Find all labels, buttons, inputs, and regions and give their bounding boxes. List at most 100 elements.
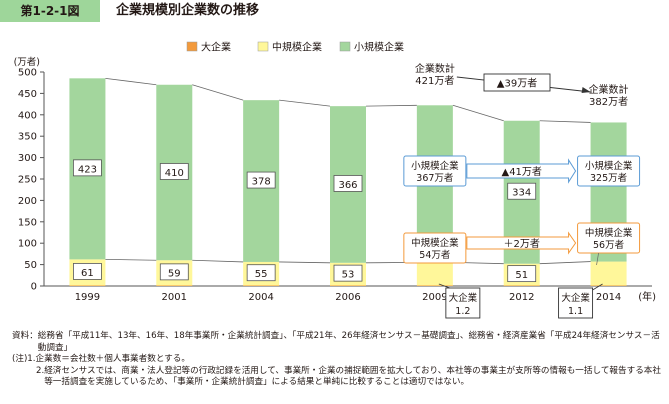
small-value-label: 366 <box>338 180 357 191</box>
notes: 資料： 総務省「平成11年、13年、16年、18年事業所・企業統計調査」、「平成2… <box>12 331 662 389</box>
figure-header: 第1-2-1図 企業規模別企業数の推移 <box>0 0 669 22</box>
mid-2014-leader <box>596 252 599 266</box>
mid-2009-annotation: 中規模企業 54万者 <box>411 237 459 261</box>
stacked-bar-chart: 大企業 中規模企業 小規模企業 (万者) 0 50 100 150 200 250 300 350 40… <box>14 41 656 319</box>
total-connector-line <box>365 104 417 107</box>
note-key: 2. <box>36 365 45 376</box>
total-connector-line <box>192 84 244 101</box>
y-tick-label: 350 <box>18 132 37 143</box>
mid-value-label: 51 <box>515 270 528 281</box>
large-2014-leader <box>592 283 603 291</box>
legend-swatch <box>257 41 269 52</box>
y-tick-label: 200 <box>18 196 37 207</box>
note-key: 資料： <box>12 331 38 341</box>
mid-value-label: 61 <box>81 268 94 279</box>
large-2014-annotation: 大企業 1.1 <box>561 292 590 317</box>
small-value-label-box <box>73 159 102 177</box>
bar-segment <box>69 285 106 286</box>
x-tick-label: 2001 <box>162 292 187 303</box>
total-change-box <box>483 73 551 92</box>
small-value-label-box <box>507 182 537 200</box>
small-value-label-box <box>333 175 363 192</box>
small-2014-box <box>577 155 641 187</box>
y-tick-label: 300 <box>18 153 37 164</box>
total-connector-line <box>105 77 157 86</box>
mid-value-label-box <box>507 265 537 283</box>
mid-value-label-box <box>73 263 102 280</box>
bar-segment <box>156 285 193 286</box>
bar-segment <box>590 261 627 286</box>
mid-2009-box <box>403 232 467 264</box>
total-connector-line <box>539 120 591 123</box>
y-tick-label: 450 <box>18 89 37 100</box>
legend-swatch <box>186 41 198 52</box>
note-text: 企業数＝会社数＋個人事業者数とする。 <box>35 354 190 364</box>
total-change-label: ▲39万者 <box>497 78 537 90</box>
small-value-label: 410 <box>165 168 184 179</box>
note-text: 総務省「平成11年、13年、16年、18年事業所・企業統計調査」、「平成21年、… <box>37 331 660 353</box>
note-key: (注)1. <box>12 354 36 364</box>
x-tick-label: 1999 <box>75 292 100 303</box>
bar-segment <box>243 285 280 286</box>
total-2009-annotation: 企業数計 421万者 <box>415 62 455 87</box>
x-tick-label: 2004 <box>248 292 273 303</box>
segment-connector-line <box>105 258 157 261</box>
bar-segment <box>416 285 453 286</box>
segment-connector-line <box>279 261 331 264</box>
small-value-label-box <box>159 163 189 180</box>
small-value-label: 334 <box>512 188 531 199</box>
y-tick-label: 150 <box>18 217 37 228</box>
large-2014-box <box>558 287 594 319</box>
total-2014-annotation: 企業数計 382万者 <box>589 83 629 108</box>
legend-label: 小規模企業 <box>354 41 404 54</box>
total-connector-line <box>452 104 504 122</box>
x-tick-label: 2009 <box>422 292 447 303</box>
figure-label: 第1-2-1図 <box>0 0 100 22</box>
small-value-label-box <box>246 171 276 189</box>
mid-value-label: 55 <box>255 269 268 280</box>
y-tick-label: 100 <box>18 239 37 250</box>
mid-value-label-box <box>333 264 363 282</box>
legend-swatch <box>339 41 351 52</box>
legend-label: 大企業 <box>201 41 231 54</box>
large-2009-box <box>445 287 481 319</box>
mid-value-label-box <box>246 264 276 282</box>
small-value-label: 423 <box>78 164 97 175</box>
small-value-label: 378 <box>252 177 271 188</box>
total-connector-line <box>279 99 331 107</box>
note-line: 2. 経済センサスでは、商業・法人登記等の行政記録を活用して、事業所・企業の捕捉範… <box>12 366 662 389</box>
figure-title: 企業規模別企業数の推移 <box>116 3 260 18</box>
small-change-arrow <box>466 158 577 184</box>
small-2009-box <box>403 155 467 187</box>
small-2014-annotation: 小規模企業 325万者 <box>585 160 633 184</box>
y-tick-label: 0 <box>31 282 37 293</box>
bar-segment <box>330 285 366 286</box>
segment-connector-line <box>539 261 591 265</box>
mid-value-label-box <box>159 263 189 281</box>
bar-segment <box>416 262 453 286</box>
mid-change-arrow <box>466 231 577 255</box>
y-tick-label: 400 <box>18 110 37 121</box>
y-tick-label: 50 <box>24 260 37 271</box>
segment-connector-line <box>192 259 244 263</box>
large-2009-leader <box>438 283 450 289</box>
large-2009-annotation: 大企業 1.2 <box>449 292 478 317</box>
x-tick-label: 2012 <box>509 292 534 303</box>
mid-value-label: 53 <box>342 270 355 281</box>
small-2009-annotation: 小規模企業 367万者 <box>411 160 459 184</box>
mid-value-label: 59 <box>168 268 181 279</box>
note-line: 資料： 総務省「平成11年、13年、16年、18年事業所・企業統計調査」、「平成2… <box>12 331 662 354</box>
mid-2014-box <box>577 222 641 254</box>
y-tick-label: 250 <box>18 175 37 186</box>
y-unit-label: (万者) <box>14 57 40 68</box>
x-tick-label: 2014 <box>596 292 621 303</box>
mid-change-label: ＋2万者 <box>504 238 540 250</box>
total-change-arrowhead <box>581 87 591 93</box>
x-unit-label: (年) <box>638 290 656 303</box>
x-tick-label: 2006 <box>335 292 360 303</box>
y-tick-label: 500 <box>18 68 37 79</box>
note-text: 経済センサスでは、商業・法人登記等の行政記録を活用して、事業所・企業の捕捉範囲を… <box>44 365 661 388</box>
legend-label: 中規模企業 <box>272 41 322 54</box>
small-change-label: ▲41万者 <box>502 166 542 178</box>
mid-2014-annotation: 中規模企業 56万者 <box>585 227 633 251</box>
